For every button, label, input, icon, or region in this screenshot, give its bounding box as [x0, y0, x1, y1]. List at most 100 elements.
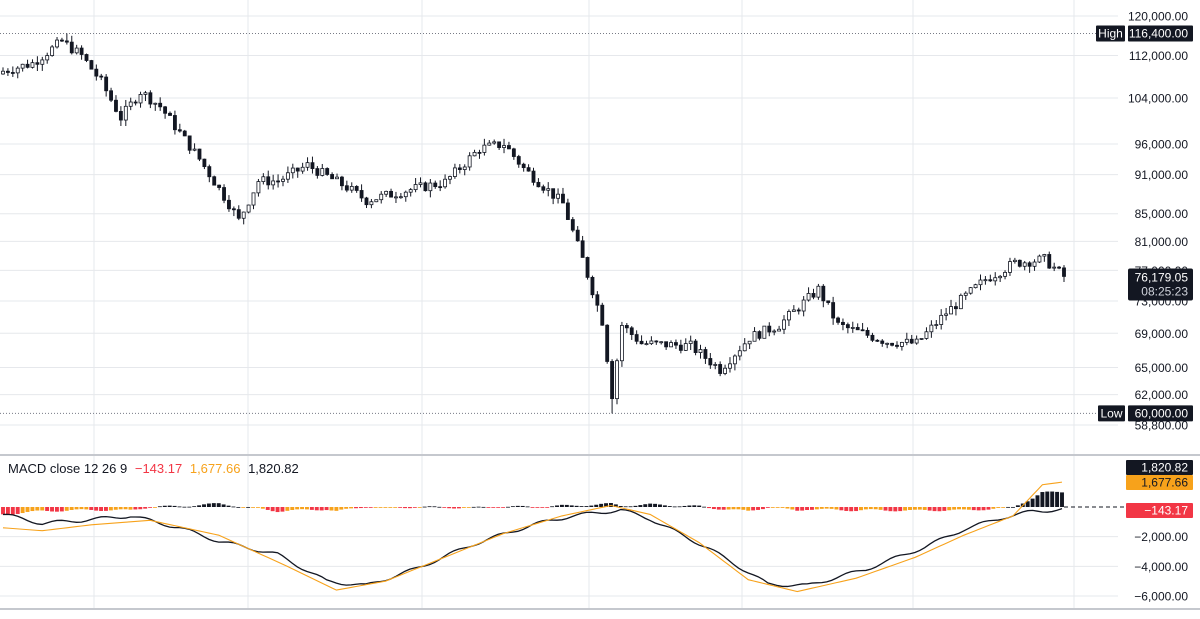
macd-histogram-bar: [354, 507, 358, 509]
candle-body: [413, 184, 418, 191]
low-label-text: Low: [1100, 406, 1122, 420]
candle-body: [831, 302, 836, 319]
candle: [502, 138, 506, 154]
candle-body: [487, 142, 492, 146]
macd-histogram-bar: [540, 507, 545, 508]
candle: [728, 357, 732, 373]
candle-body: [541, 186, 546, 191]
candle-body: [462, 166, 467, 170]
macd-histogram-bar: [849, 507, 854, 512]
candle: [241, 211, 246, 225]
macd-histogram-bar: [339, 507, 344, 510]
macd-histogram-bar: [888, 507, 893, 512]
macd-histogram-bar: [74, 507, 79, 510]
candle-body: [1062, 267, 1066, 277]
macd-histogram-bar: [775, 507, 780, 508]
candle-body: [732, 355, 737, 365]
candle-body: [575, 229, 580, 242]
candle-body: [978, 279, 983, 286]
candle: [939, 309, 944, 330]
candle: [590, 275, 595, 299]
candle: [369, 198, 374, 209]
candle: [114, 95, 118, 113]
macd-histogram-bar: [844, 507, 849, 511]
candle-body: [192, 148, 197, 151]
candle: [772, 329, 777, 336]
candle-body: [693, 340, 698, 353]
candle-body: [428, 182, 433, 192]
candle: [300, 162, 305, 174]
candle-body: [64, 40, 69, 43]
candle: [60, 37, 64, 42]
candle-body: [5, 70, 10, 73]
macd-histogram-bar: [903, 507, 908, 511]
candle-body: [457, 167, 462, 170]
candle-body: [644, 343, 649, 346]
candle-body: [433, 182, 438, 188]
candle: [1, 67, 5, 75]
macd-histogram-bar: [917, 507, 922, 510]
macd-histogram-bar: [148, 507, 153, 508]
macd-histogram-bar: [5, 507, 10, 515]
macd-histogram-bar: [20, 507, 25, 514]
macd-histogram-bar: [319, 507, 324, 511]
macd-histogram-bar: [697, 505, 702, 507]
candle: [325, 167, 330, 176]
candle-body: [182, 130, 187, 137]
macd-histogram-bar: [530, 507, 535, 508]
candle-body: [123, 105, 128, 121]
candle: [968, 286, 973, 295]
price-axis-tick: 96,000.00: [1135, 137, 1189, 151]
candle-body: [678, 344, 683, 351]
candle: [664, 341, 669, 350]
candle: [266, 170, 271, 190]
macd-histogram-bar: [942, 507, 947, 511]
candle: [398, 193, 403, 199]
candle-body: [993, 277, 998, 282]
macd-histogram-bar: [525, 506, 530, 508]
macd-histogram-bar: [481, 506, 486, 508]
macd-histogram-bar: [628, 506, 633, 508]
candle-body: [944, 313, 949, 316]
candle: [295, 167, 300, 178]
macd-legend-macd: 1,820.82: [248, 461, 299, 476]
candle: [448, 175, 452, 185]
candle-body: [325, 168, 330, 175]
macd-histogram-bar: [961, 507, 966, 510]
macd-histogram-bar: [829, 507, 834, 509]
macd-axis-tick: −4,000.00: [1134, 560, 1188, 574]
macd-histogram-bar: [89, 507, 94, 510]
candle: [217, 184, 222, 191]
macd-histogram-bar: [672, 506, 677, 508]
macd-histogram-bar: [741, 507, 746, 510]
macd-histogram-bar: [922, 507, 927, 510]
macd-histogram-bar: [854, 507, 859, 512]
macd-histogram-bar: [805, 507, 810, 511]
candle-body: [870, 334, 875, 341]
macd-histogram-bar: [873, 507, 878, 510]
candle: [610, 359, 615, 414]
candle-body: [418, 182, 423, 185]
macd-histogram-bar: [383, 507, 388, 508]
candle-body: [806, 293, 811, 301]
candle: [187, 135, 192, 154]
candle: [929, 320, 934, 338]
last-price-box: [1128, 268, 1193, 301]
candle-body: [104, 76, 109, 92]
candle: [659, 341, 664, 345]
candle-body: [590, 276, 595, 296]
candle: [624, 322, 629, 333]
candle-body: [394, 196, 398, 199]
candle-body: [914, 338, 919, 344]
price-axis-tick: 58,800.00: [1135, 419, 1189, 433]
candle-body: [580, 240, 585, 258]
macd-histogram-bar: [746, 507, 751, 511]
candle: [89, 59, 94, 70]
macd-histogram-bar: [839, 507, 844, 511]
candle: [801, 296, 806, 317]
macd-histogram-bar: [966, 507, 971, 510]
macd-histogram-bar: [1030, 498, 1035, 507]
macd-histogram-bar: [54, 507, 59, 512]
